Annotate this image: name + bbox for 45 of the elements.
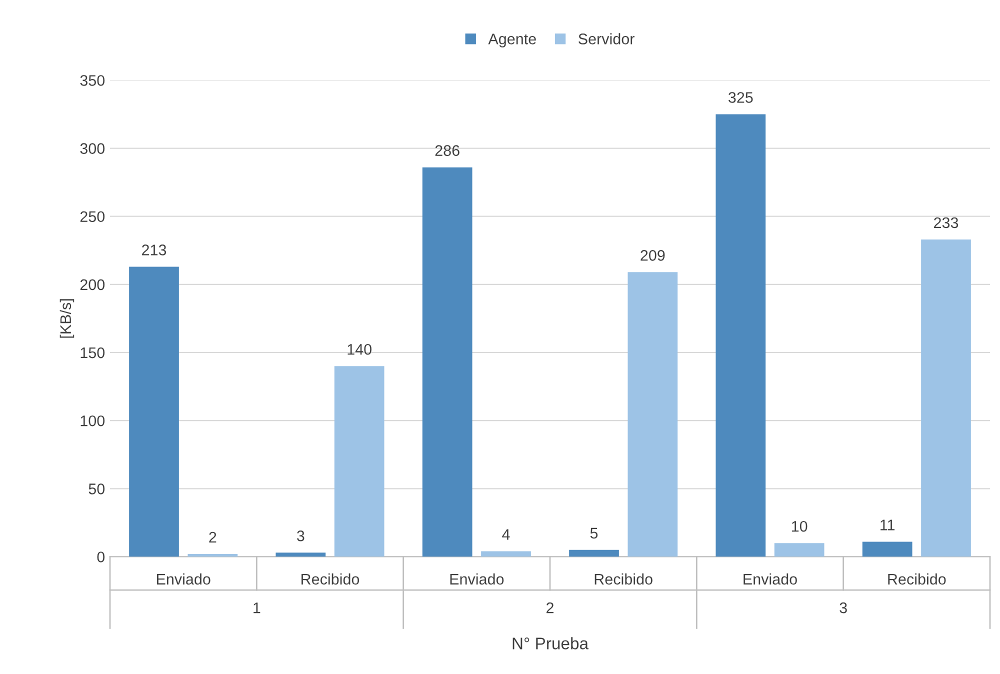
y-tick-label: 150 [80,347,105,358]
data-label: 4 [502,529,510,540]
data-label: 3 [297,530,304,542]
y-tick-label: 100 [80,415,105,426]
data-label: 140 [348,344,372,355]
x-axis-title: N° Prueba [512,637,589,650]
bar [334,366,384,557]
data-label: 11 [880,520,895,530]
bar [481,551,531,557]
x-tick-label: Recibido [594,573,652,585]
legend-label: Servidor [578,33,634,44]
x-tick-label: Recibido [302,573,360,585]
y-tick-label: 250 [80,211,105,222]
legend-label: Agente [488,34,536,48]
y-tick-label: 50 [88,484,105,494]
y-tick-label: 300 [80,143,105,154]
x-tick-label: Enviado [156,573,210,585]
x-tick-label: Recibido [888,573,946,585]
bar [276,552,326,557]
y-tick-label: 350 [80,75,105,86]
bar [422,167,472,557]
data-label: 233 [934,217,958,228]
x-tick-label: Enviado [744,573,797,585]
data-label: 213 [142,244,166,256]
bar [188,554,238,557]
bar [921,240,971,557]
text: 2 [546,602,554,614]
text: 3 [840,602,847,614]
x-tick-label: Enviado [450,573,504,585]
bar [129,266,179,557]
bar [628,272,678,557]
data-label: 10 [792,520,808,532]
text: 1 [254,602,260,614]
bar [716,114,766,557]
y-tick-label: 200 [80,279,105,290]
data-label: 325 [728,92,753,103]
bar [569,550,619,557]
data-label: 286 [435,145,460,156]
data-label: 5 [590,528,598,539]
bar [774,543,824,557]
data-label: 209 [640,250,665,261]
data-label: 2 [209,532,216,542]
bar [862,542,912,557]
y-tick-label: 0 [97,552,105,562]
y-axis-title: [KB/s] [60,299,74,338]
